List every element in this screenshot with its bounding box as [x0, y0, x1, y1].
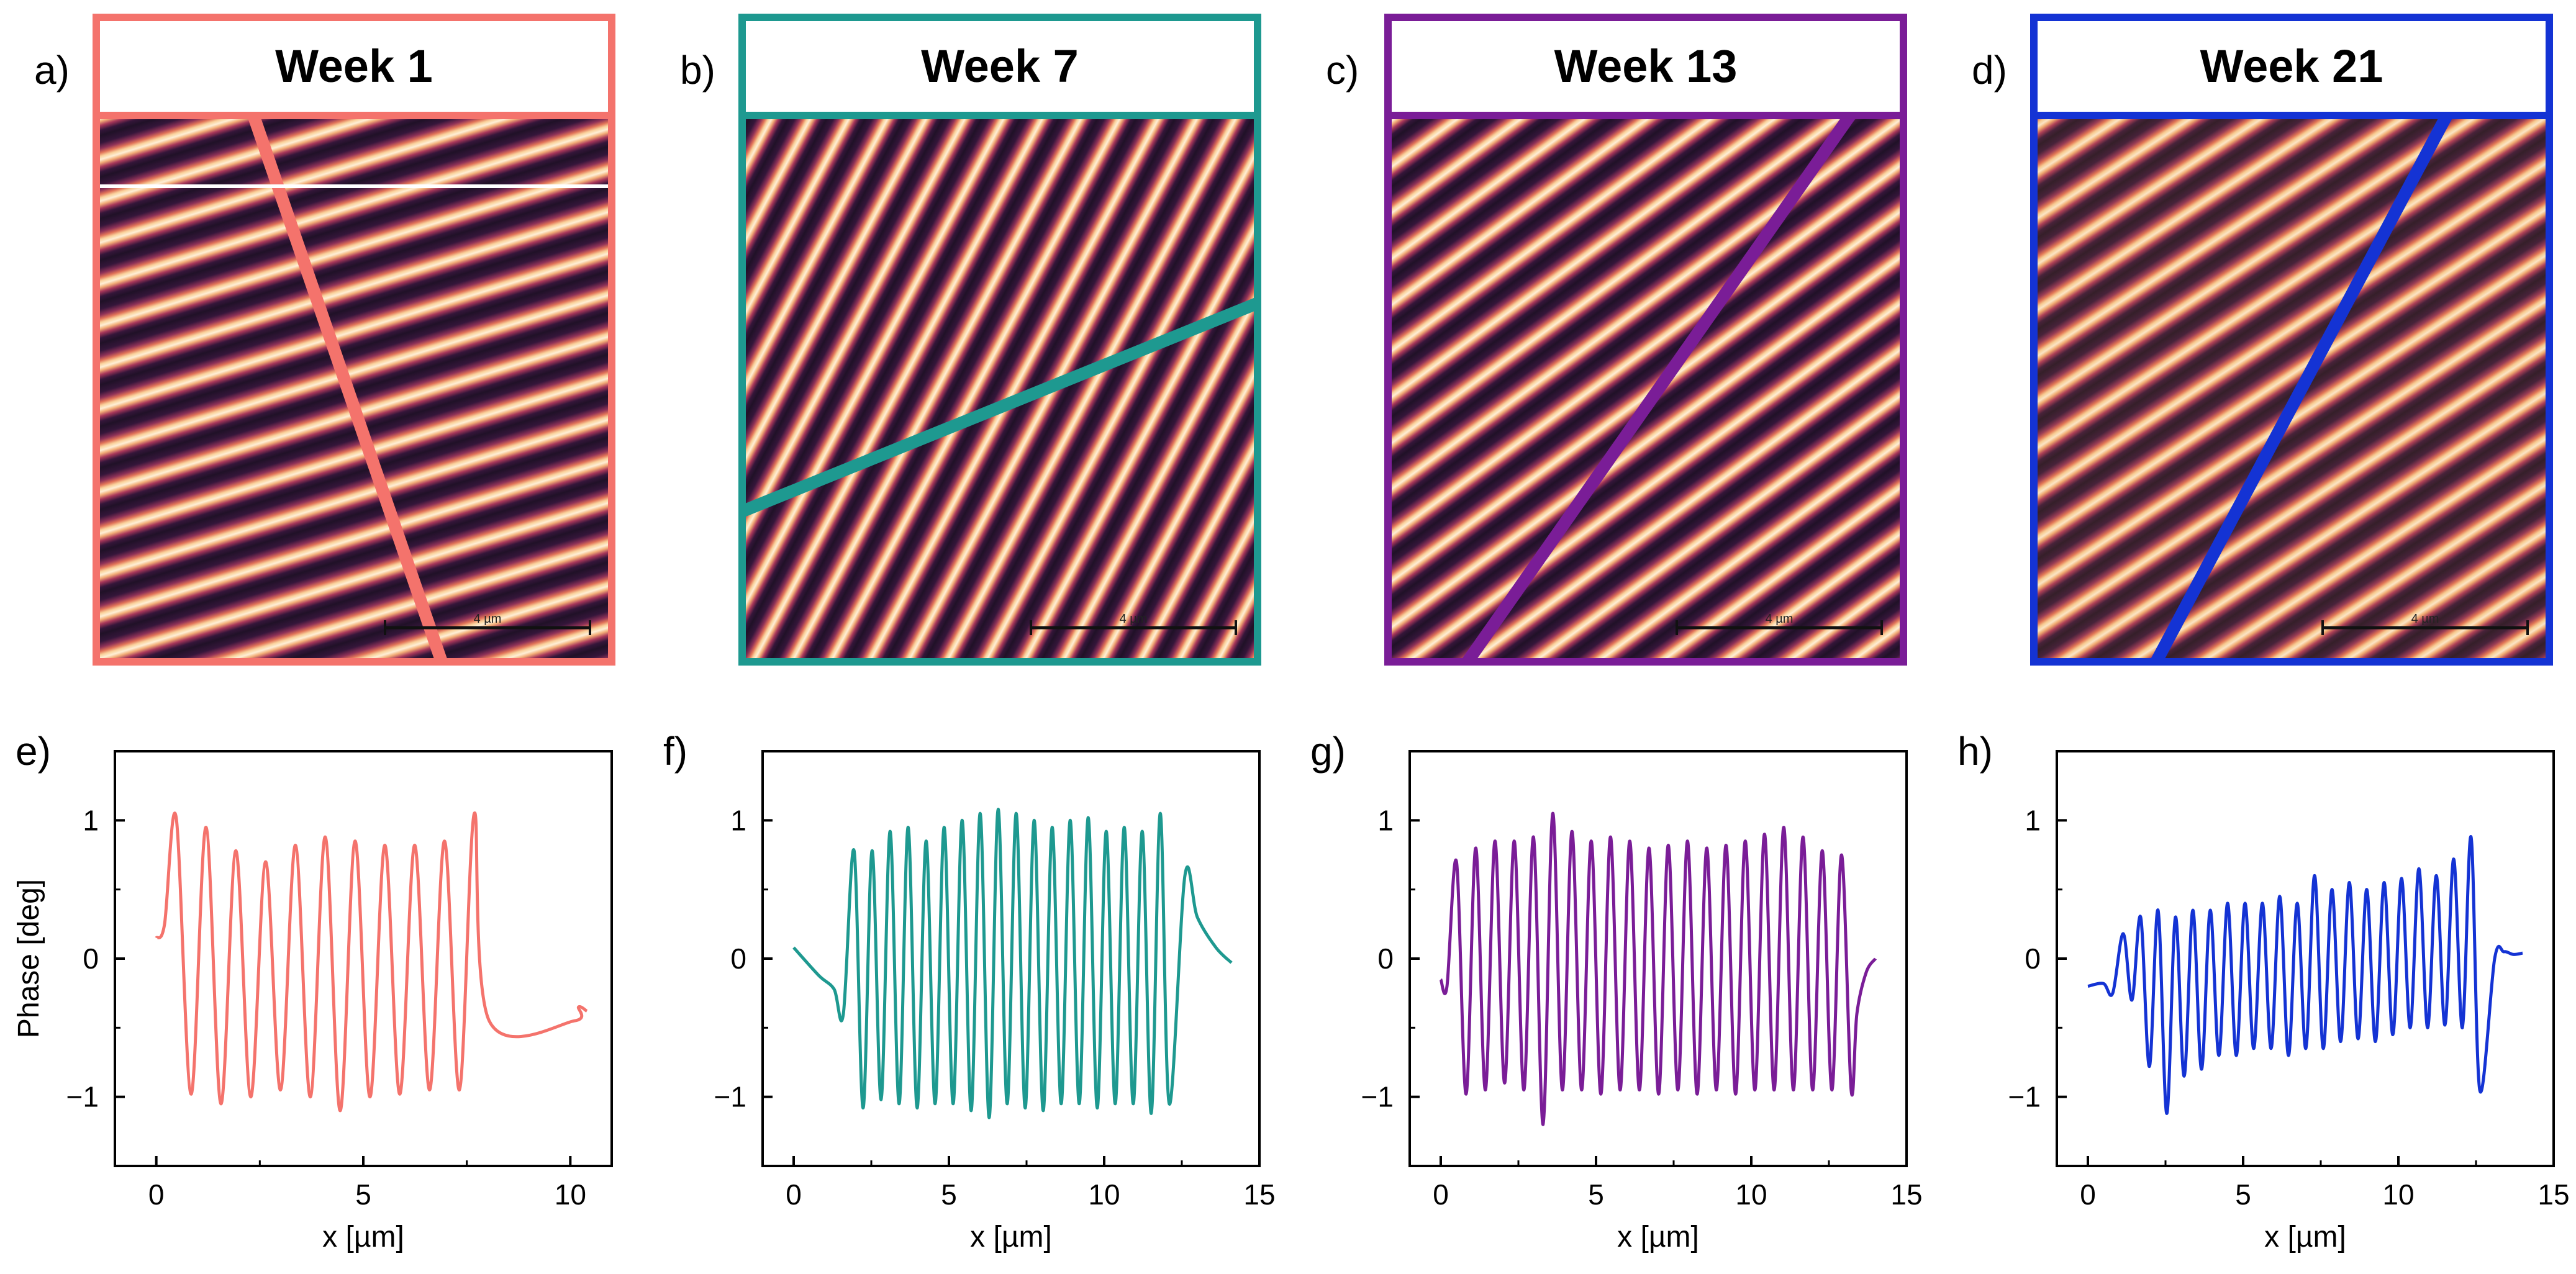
afm-stripes: [742, 115, 1258, 662]
x-tick-label: 0: [1433, 1178, 1449, 1211]
panel-letter: f): [663, 729, 687, 774]
scale-bar-label: 4 µm: [1120, 612, 1148, 626]
series-line: [155, 811, 588, 1113]
afm-panel-3: c) Week 13 4 µm: [1326, 14, 1907, 666]
axes-frame: [2056, 750, 2555, 1167]
x-tick-label: 5: [355, 1178, 371, 1211]
afm-panel-4: d) Week 21 4 µm: [1972, 14, 2553, 666]
afm-image: 4 µm: [1388, 115, 1903, 662]
panel-letter: c): [1326, 48, 1359, 93]
title-box: [1384, 14, 1907, 120]
afm-tint: [2034, 115, 2549, 662]
y-tick-label: 0: [1377, 942, 1394, 975]
x-tick-label: 5: [941, 1178, 957, 1211]
afm-image: 4 µm: [2034, 115, 2549, 662]
afm-tint: [1388, 115, 1903, 662]
week-title: Week 1: [275, 40, 433, 92]
panel-letter: e): [16, 729, 51, 774]
panel-letter: d): [1972, 48, 2007, 93]
scale-bar-label: 4 µm: [2411, 612, 2439, 626]
x-axis-label: x [µm]: [970, 1221, 1052, 1254]
axes-frame: [1408, 750, 1908, 1167]
scale-bar-label: 4 µm: [474, 612, 502, 626]
profile-line: [742, 296, 1258, 518]
week-title: Week 13: [1554, 40, 1738, 92]
scale-bar-label: 4 µm: [1766, 612, 1794, 626]
image-frame: [738, 112, 1261, 666]
y-tick-label: 1: [83, 804, 99, 836]
y-tick-label: 0: [2025, 942, 2041, 975]
y-tick-label: −1: [1361, 1081, 1394, 1113]
week-title: Week 21: [2200, 40, 2383, 92]
panel-letter: g): [1310, 729, 1346, 774]
panel-letter: b): [680, 48, 715, 93]
y-tick-label: −1: [714, 1081, 746, 1113]
x-tick-label: 10: [555, 1178, 586, 1211]
y-tick-label: 1: [1377, 804, 1394, 836]
y-tick-label: 1: [2025, 804, 2041, 836]
y-tick-label: 0: [83, 942, 99, 975]
x-tick-label: 10: [1088, 1178, 1120, 1211]
x-axis-label: x [µm]: [2264, 1221, 2346, 1254]
y-axis-label: Phase [deg]: [12, 879, 45, 1038]
x-tick-label: 0: [148, 1178, 165, 1211]
panel-letter: a): [34, 48, 70, 93]
afm-panel-2: b) Week 7 4 µm: [680, 14, 1261, 666]
afm-stripes: [1388, 115, 1903, 662]
y-tick-label: −1: [66, 1081, 99, 1113]
x-tick-label: 5: [1588, 1178, 1604, 1211]
x-tick-label: 15: [1890, 1178, 1922, 1211]
afm-tint: [742, 115, 1258, 662]
afm-image: 4 µm: [96, 115, 612, 662]
y-tick-label: 1: [730, 804, 746, 836]
x-axis-label: x [µm]: [1617, 1221, 1699, 1254]
y-tick-label: −1: [2008, 1081, 2041, 1113]
week-title: Week 7: [921, 40, 1079, 92]
x-axis-label: x [µm]: [322, 1221, 404, 1254]
x-tick-label: 15: [2537, 1178, 2569, 1211]
title-box: [2030, 14, 2553, 120]
image-frame: [2030, 112, 2553, 666]
afm-stripes: [2034, 115, 2549, 662]
x-tick-label: 0: [786, 1178, 802, 1211]
image-frame: [93, 112, 615, 666]
profile-line: [2149, 115, 2454, 662]
afm-panel-1: a) Week 1 4 µm: [34, 14, 615, 666]
x-tick-label: 15: [1243, 1178, 1275, 1211]
x-tick-label: 0: [2080, 1178, 2096, 1211]
profile-line: [247, 115, 448, 662]
series-line: [2087, 835, 2523, 1115]
x-tick-label: 10: [1735, 1178, 1767, 1211]
profile-line: [1459, 115, 1858, 662]
series-line: [792, 807, 1233, 1119]
x-tick-label: 5: [2235, 1178, 2251, 1211]
panel-letter: h): [1957, 729, 1993, 774]
x-tick-label: 10: [2382, 1178, 2414, 1211]
y-tick-label: 0: [730, 942, 746, 975]
afm-image: 4 µm: [742, 115, 1258, 662]
series-line: [1439, 811, 1877, 1126]
image-frame: [1384, 112, 1907, 666]
